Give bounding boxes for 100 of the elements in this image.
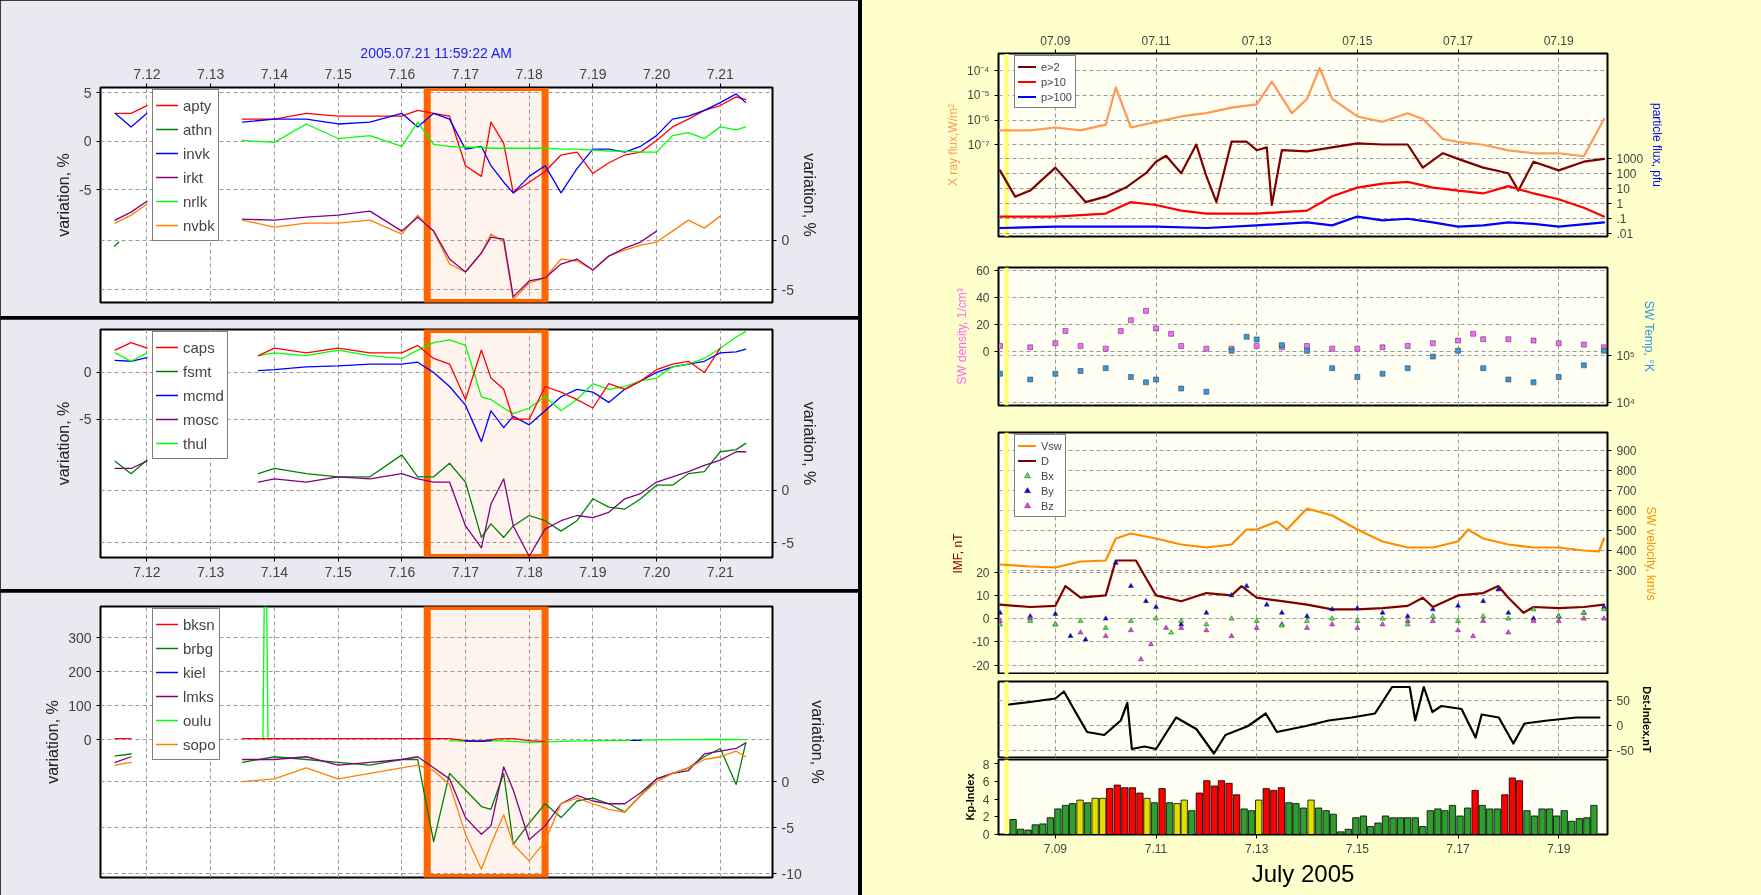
y2-tick-label: -5 — [781, 819, 795, 836]
y2-tick-label: 700 — [1616, 484, 1637, 498]
y2-tick-label: 1000 — [1616, 152, 1644, 167]
x-tick-label: 7.19 — [579, 65, 607, 82]
y-axis-title: variation, % — [55, 153, 73, 237]
y2-tick-label: 50 — [1616, 693, 1631, 708]
y-tick-label: 0 — [83, 364, 92, 381]
legend-label: mosc — [183, 409, 219, 430]
y2-tick-label: 800 — [1616, 464, 1637, 478]
y-tick-label: 300 — [68, 629, 92, 646]
x-tick-label: 7.09 — [1043, 841, 1068, 856]
legend-label: fsmt — [183, 361, 212, 382]
legend-label: e>2 — [1041, 59, 1061, 74]
x-tick-label: 7.18 — [515, 65, 544, 82]
legend-label: bksn — [183, 614, 215, 635]
y2-tick-label: 10⁴ — [1616, 395, 1636, 410]
x-tick-label: 7.17 — [451, 65, 480, 82]
y-axis-title: variation, % — [44, 700, 62, 784]
x-tick-label: 7.20 — [642, 563, 671, 580]
y2-axis-title: Dst-Index,nT — [1640, 686, 1653, 754]
x-tick-label: 07.13 — [1241, 33, 1273, 48]
x-axis-title: July 2005 — [1251, 859, 1355, 887]
y2-tick-label: 300 — [1616, 564, 1637, 578]
x-tick-label: 7.12 — [133, 563, 161, 580]
y-tick-label: 10⁻⁶ — [967, 113, 990, 128]
x-tick-label: 7.14 — [260, 563, 289, 580]
x-tick-label: 7.16 — [388, 563, 416, 580]
x-tick-label: 7.20 — [642, 65, 671, 82]
legend-label: nvbk — [183, 215, 215, 236]
x-tick-label: 7.15 — [324, 65, 352, 82]
y2-tick-label: 10 — [1616, 182, 1631, 197]
legend-label: sopo — [183, 734, 216, 755]
chart-title: 2005.07.21 11:59:22 AM — [360, 44, 512, 61]
y2-tick-label: 1 — [1616, 197, 1624, 212]
y2-tick-label: 0 — [1616, 718, 1624, 733]
y-tick-label: 100 — [68, 697, 92, 714]
x-tick-label: 7.19 — [1547, 841, 1571, 856]
legend-label: irkt — [183, 167, 203, 188]
y-axis-title: Kp-Index — [963, 772, 976, 821]
y2-axis-title: SW Temp, °K — [1642, 300, 1656, 373]
y2-tick-label: 900 — [1616, 444, 1637, 458]
legend-label: thul — [183, 433, 208, 454]
legend-label: By — [1041, 483, 1055, 498]
y-tick-label: 20 — [976, 565, 990, 580]
x-tick-label: 7.21 — [706, 65, 735, 82]
legend-label: kiel — [183, 662, 206, 683]
y-tick-label: 0 — [83, 731, 92, 748]
x-tick-label: 7.21 — [706, 563, 735, 580]
y2-tick-label: 500 — [1616, 524, 1637, 538]
x-tick-label: 7.17 — [451, 563, 480, 580]
x-tick-label: 7.15 — [324, 563, 352, 580]
legend-label: p>10 — [1041, 74, 1066, 89]
y-tick-label: 10⁻⁵ — [967, 88, 990, 103]
x-tick-label: 7.16 — [388, 65, 416, 82]
y-axis-title: variation, % — [55, 401, 73, 486]
y-tick-label: -5 — [79, 181, 92, 198]
x-tick-label: 7.11 — [1144, 841, 1168, 856]
y2-axis-title: variation, % — [808, 700, 826, 784]
y-tick-label: 10 — [976, 588, 990, 603]
legend-label: oulu — [183, 710, 212, 731]
y2-tick-label: 10⁵ — [1616, 348, 1635, 363]
legend-label: lmks — [183, 686, 214, 707]
y2-tick-label: 0 — [781, 482, 790, 499]
y2-tick-label: -5 — [781, 281, 795, 298]
x-tick-label: 7.14 — [260, 65, 289, 82]
x-tick-label: 07.15 — [1342, 33, 1373, 48]
y-tick-label: 0 — [982, 612, 990, 627]
y-tick-label: -20 — [972, 658, 990, 673]
y-tick-label: -10 — [972, 635, 990, 650]
legend-label: invk — [183, 143, 210, 164]
x-tick-label: 07.19 — [1543, 33, 1575, 48]
y-tick-label: -5 — [79, 411, 92, 428]
legend-label: apty — [183, 95, 212, 116]
legend-label: Bz — [1041, 498, 1055, 513]
y2-tick-label: 0 — [781, 773, 790, 790]
x-tick-label: 7.13 — [197, 563, 225, 580]
legend-label: Bx — [1041, 468, 1055, 483]
y2-tick-label: -10 — [781, 865, 802, 882]
x-tick-label: 7.15 — [1345, 841, 1370, 856]
y2-axis-title: variation, % — [800, 153, 818, 237]
legend-label: mcmd — [183, 385, 224, 406]
y-tick-label: 10⁻⁴ — [967, 63, 990, 78]
y-tick-label: 2 — [982, 810, 990, 825]
legend-label: Vsw — [1041, 438, 1062, 453]
x-tick-label: 7.13 — [1245, 841, 1269, 856]
x-tick-label: 07.09 — [1040, 33, 1071, 48]
y2-tick-label: 600 — [1616, 504, 1637, 518]
y-tick-label: 40 — [976, 290, 990, 305]
legend-label: nrlk — [183, 191, 208, 212]
y2-tick-label: .01 — [1616, 227, 1634, 242]
y-tick-label: 0 — [83, 133, 92, 150]
y-axis-title: SW density, 1/cm³ — [955, 288, 970, 385]
x-tick-label: 07.17 — [1443, 33, 1474, 48]
legend-label: p>100 — [1041, 89, 1072, 104]
y-tick-label: 10⁻⁷ — [967, 137, 990, 152]
y-tick-label: 200 — [68, 663, 92, 680]
y-tick-label: 5 — [83, 84, 92, 101]
y2-tick-label: -5 — [781, 534, 795, 551]
y-tick-label: 4 — [982, 792, 990, 807]
y2-tick-label: -50 — [1616, 743, 1635, 758]
